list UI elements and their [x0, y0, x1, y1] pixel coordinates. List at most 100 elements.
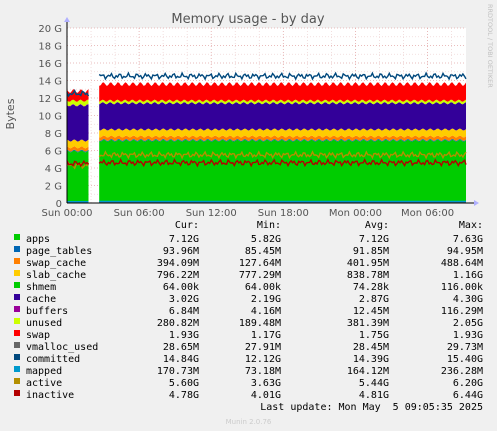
legend-label: buffers	[26, 306, 69, 317]
y-axis-arrow	[64, 17, 70, 22]
legend-label: committed	[26, 354, 81, 365]
legend-cur-value: 280.82M	[156, 318, 199, 329]
legend-avg-value: 14.39G	[352, 354, 389, 365]
line-inactive	[98, 157, 467, 168]
legend-swatch	[14, 270, 20, 276]
legend-avg-value: 5.44G	[358, 378, 389, 389]
legend-min-value: 1.17G	[250, 330, 281, 341]
area-slab_cache	[67, 139, 89, 149]
legend-row: slab_cache 796.22M 777.29M 838.78M 1.16G	[0, 270, 497, 282]
legend-max-value: 1.93G	[452, 330, 483, 341]
legend-row: shmem 64.00k 64.00k 74.28k 116.00k	[0, 282, 497, 294]
legend-label: swap	[26, 330, 51, 341]
y-tick-labels: 0 2 G 4 G 6 G 8 G 10 G 12 G 14 G 16 G 18 G 20 G	[38, 24, 62, 210]
legend-swatch	[14, 258, 20, 264]
legend-label: apps	[26, 234, 51, 245]
legend-row: buffers 6.84M 4.16M 12.45M 116.29M	[0, 306, 497, 318]
legend-label: unused	[26, 318, 63, 329]
y-tick-label: 10 G	[38, 112, 62, 123]
legend-cur-value: 93.96M	[162, 246, 199, 257]
legend-avg-value: 91.85M	[352, 246, 389, 257]
legend-row: swap_cache 394.09M 127.64M 401.95M 488.64M	[0, 258, 497, 270]
y-tick-label: 18 G	[38, 42, 62, 53]
legend-cur-value: 1.93G	[168, 330, 199, 341]
legend-cur-value: 3.02G	[168, 294, 199, 305]
area-swap	[99, 82, 466, 102]
y-tick-label: 4 G	[45, 164, 62, 175]
x-tick-label: Mon 00:00	[329, 208, 382, 219]
legend-avg-value: 2.87G	[358, 294, 389, 305]
area-buffers	[67, 104, 89, 107]
area-buffers	[99, 102, 466, 105]
area-swap_cache	[99, 135, 466, 141]
area-page_tables	[99, 138, 466, 142]
x-tick-label: Sun 00:00	[41, 208, 92, 219]
legend-max-value: 6.20G	[452, 378, 483, 389]
legend-label: page_tables	[26, 246, 93, 257]
legend-label: shmem	[26, 282, 57, 293]
legend-avg-value: 28.45M	[352, 342, 389, 353]
legend-swatch	[14, 318, 20, 324]
legend-header-cur: Cur:	[174, 220, 199, 231]
line-committed	[66, 88, 90, 98]
legend-row: committed 14.84G 12.12G 14.39G 15.40G	[0, 354, 497, 366]
legend-swatch	[14, 246, 20, 252]
area-cache	[99, 102, 466, 131]
legend-min-value: 73.18M	[244, 366, 281, 377]
legend-label: vmalloc_used	[26, 342, 99, 353]
legend-header-max: Max:	[458, 220, 483, 231]
legend-max-value: 236.28M	[440, 366, 483, 377]
area-unused	[99, 99, 466, 105]
legend-avg-value: 74.28k	[352, 282, 389, 293]
legend-min-value: 5.82G	[250, 234, 281, 245]
legend-row: vmalloc_used 28.65M 27.91M 28.45M 29.73M	[0, 342, 497, 354]
stacked-areas	[67, 82, 466, 203]
y-tick-label: 14 G	[38, 77, 62, 88]
legend-min-value: 4.01G	[250, 390, 281, 401]
x-tick-label: Mon 06:00	[401, 208, 454, 219]
legend-avg-value: 381.39M	[346, 318, 389, 329]
legend-swatch	[14, 234, 20, 240]
legend-cur-value: 7.12G	[168, 234, 199, 245]
legend-cur-value: 170.73M	[156, 366, 199, 377]
chart-canvas: Memory usage - by day Bytes RRDTOOL / TO…	[4, 4, 494, 219]
line-committed	[98, 71, 467, 81]
legend-max-value: 4.30G	[452, 294, 483, 305]
legend-cur-value: 4.78G	[168, 390, 199, 401]
area-apps	[67, 150, 89, 203]
legend-header-avg: Avg:	[364, 220, 389, 231]
legend-label: cache	[26, 294, 57, 305]
legend-avg-value: 838.78M	[346, 270, 389, 281]
line-active	[98, 150, 467, 160]
y-tick-label: 2 G	[45, 182, 62, 193]
legend-swatch	[14, 294, 20, 300]
legend-label: inactive	[26, 390, 75, 401]
legend-row: inactive 4.78G 4.01G 4.81G 6.44G	[0, 390, 497, 402]
area-apps	[99, 139, 466, 203]
x-tick-label: Sun 18:00	[258, 208, 309, 219]
legend-max-value: 116.29M	[440, 306, 483, 317]
rrdtool-watermark: RRDTOOL / TOBI OETIKER	[486, 4, 494, 88]
legend-swatch	[14, 342, 20, 348]
legend-cur-value: 28.65M	[162, 342, 199, 353]
area-page_tables	[67, 149, 89, 153]
legend-row: unused 280.82M 189.48M 381.39M 2.05G	[0, 318, 497, 330]
x-tick-label: Sun 06:00	[114, 208, 165, 219]
legend-max-value: 1.16G	[452, 270, 483, 281]
legend-row: apps 7.12G 5.82G 7.12G 7.63G	[0, 234, 497, 246]
legend-min-value: 777.29M	[238, 270, 281, 281]
y-tick-label: 20 G	[38, 24, 62, 35]
legend-min-value: 27.91M	[244, 342, 281, 353]
y-tick-label: 12 G	[38, 94, 62, 105]
legend-cur-value: 394.09M	[156, 258, 199, 269]
area-cache	[67, 104, 89, 142]
y-tick-label: 0	[56, 199, 62, 210]
legend-avg-value: 4.81G	[358, 390, 389, 401]
legend-row: active 5.60G 3.63G 5.44G 6.20G	[0, 378, 497, 390]
legend-min-value: 127.64M	[238, 258, 281, 269]
legend-swatch	[14, 378, 20, 384]
legend-max-value: 116.00k	[440, 282, 483, 293]
legend-max-value: 6.44G	[452, 390, 483, 401]
legend-cur-value: 5.60G	[168, 378, 199, 389]
legend-min-value: 3.63G	[250, 378, 281, 389]
